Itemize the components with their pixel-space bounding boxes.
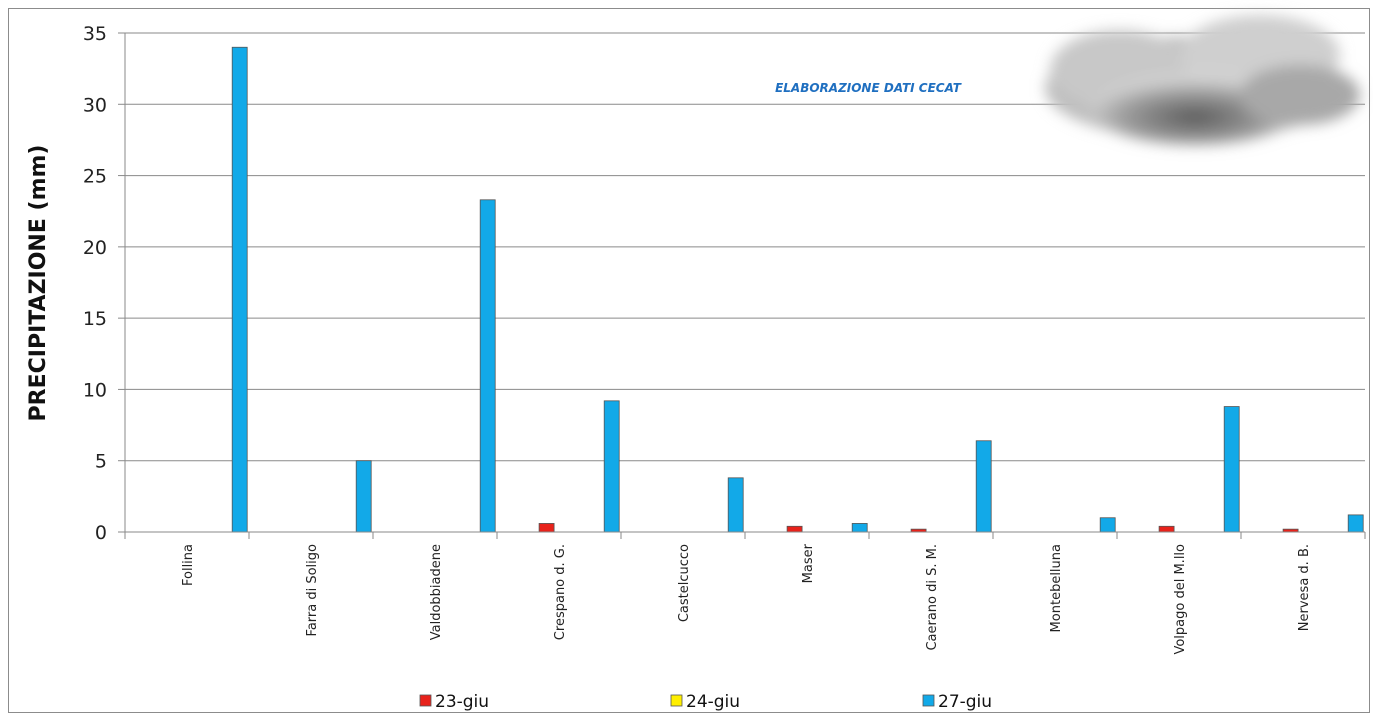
x-tick-label: Montebelluna [1049, 544, 1064, 632]
axes [124, 33, 1366, 539]
bar-27-giu-5 [851, 523, 868, 533]
bar-27-giu-9 [1347, 514, 1364, 533]
y-tick-label: 25 [83, 166, 107, 188]
bar-27-giu-1 [355, 460, 372, 533]
bar-27-giu-6 [975, 440, 992, 533]
x-tick-label: Valdobbiadene [429, 544, 444, 640]
bar-27-giu-3 [603, 400, 620, 533]
legend: 23-giu 24-giu 27-giu [419, 692, 992, 712]
legend-swatch-27-giu [922, 694, 935, 707]
y-axis-label: PRECIPITAZIONE (mm) [26, 145, 51, 422]
x-tick-label: Follina [181, 544, 196, 586]
legend-swatch-24-giu [670, 694, 683, 707]
legend-label: 24-giu [686, 692, 740, 712]
x-tick-label: Castelcucco [677, 544, 692, 622]
y-tick-label: 5 [95, 451, 107, 473]
bar-27-giu-7 [1099, 517, 1116, 533]
legend-label: 23-giu [435, 692, 489, 712]
x-tick-label: Crespano d. G. [553, 544, 568, 640]
x-tick-label: Nervesa d. B. [1297, 544, 1312, 631]
legend-label: 27-giu [938, 692, 992, 712]
bar-27-giu-4 [727, 477, 744, 533]
cloud-image [1045, 15, 1360, 145]
x-tick-label: Farra di Soligo [305, 544, 320, 636]
bar-27-giu-2 [479, 199, 496, 533]
source-annotation: ELABORAZIONE DATI CECAT [775, 81, 962, 95]
legend-swatch-23-giu [419, 694, 432, 707]
x-tick-label: Caerano di S. M. [925, 544, 940, 651]
bar-23-giu-5 [786, 525, 803, 533]
y-tick-label: 0 [95, 522, 107, 544]
y-tick-label: 20 [83, 237, 107, 259]
x-tick-labels: Follina Farra di Soligo Valdobbiadene Cresp… [181, 543, 1312, 654]
bars [231, 46, 1364, 533]
y-tick-labels: 0 5 10 15 20 25 30 35 [83, 23, 107, 544]
y-tick-label: 15 [83, 308, 107, 330]
y-tick-label: 35 [83, 23, 107, 45]
bar-23-giu-8 [1158, 525, 1175, 533]
y-tick-label: 10 [83, 379, 107, 401]
x-tick-label: Maser [801, 543, 816, 583]
bar-27-giu-0 [231, 46, 248, 533]
bar-27-giu-8 [1223, 406, 1240, 533]
x-tick-label: Volpago del M.llo [1173, 544, 1188, 655]
y-tick-label: 30 [83, 94, 107, 116]
bar-23-giu-3 [538, 523, 555, 533]
